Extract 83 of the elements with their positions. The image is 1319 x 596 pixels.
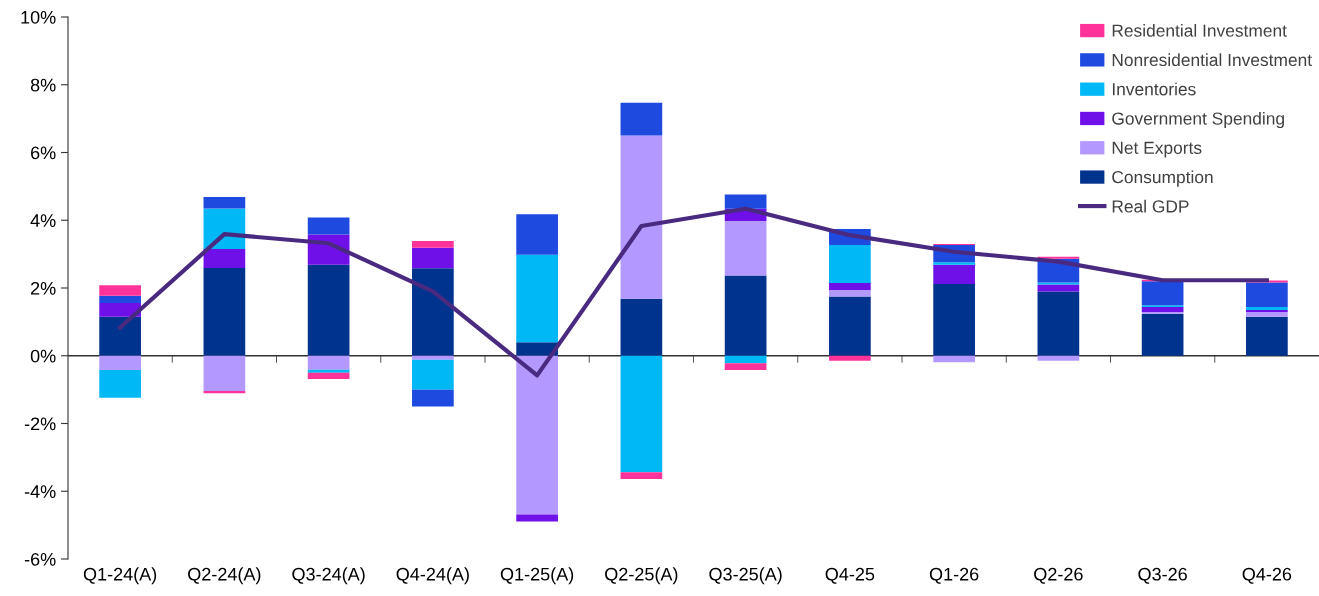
bar [307,372,350,380]
y-tick-label: -4% [24,485,56,498]
bar [1246,312,1288,317]
x-tick-label: Q2-24(A) [188,567,261,585]
bar [933,264,975,284]
bar [203,196,246,209]
bar [829,290,871,297]
bar [933,262,975,265]
bar [829,244,871,283]
x-tick-label: Q4-25 [825,567,875,584]
bar [412,359,454,390]
legend-label: Real GDP [1112,199,1189,213]
bar [620,472,663,480]
bar [203,268,246,356]
x-tick-label: Q2-26 [1034,567,1083,584]
bar [412,355,454,360]
bar [724,194,767,209]
legend-label: Net Exports [1112,141,1202,158]
bar [412,389,454,407]
bar [99,302,141,317]
bar [933,355,975,363]
x-tick-label: Q3-26 [1138,567,1187,584]
bar [99,369,141,398]
y-tick-label: 4% [30,214,56,227]
bar [307,369,350,373]
bar [412,247,454,269]
bar [724,355,767,364]
bar [412,240,454,248]
bar [307,355,350,370]
bar [829,355,871,361]
bar [516,355,558,515]
legend-label: Government Spending [1112,111,1284,129]
x-tick-label: Q3-25(A) [709,567,782,585]
bar [203,355,246,391]
bar [99,355,141,370]
x-tick-label: Q3-24(A) [292,567,365,585]
bar [829,282,871,291]
bar [724,220,767,276]
bar [99,285,141,296]
bar [1141,281,1184,306]
legend-label: Residential Investment [1112,24,1287,37]
bar [516,214,558,255]
bar [1246,316,1288,356]
bar [1037,282,1080,285]
bar [1246,310,1288,313]
bar [1141,313,1184,356]
x-tick-label: Q1-24(A) [83,567,157,585]
bar [724,275,767,356]
bar [933,283,975,356]
bar [829,296,871,356]
y-tick-label: 10% [21,10,56,24]
bar [412,268,454,356]
y-tick-label: 8% [30,78,56,92]
bar [99,295,141,303]
bar [516,254,558,343]
bar [307,217,350,235]
bar [99,316,141,356]
y-tick-label: 2% [31,281,56,295]
x-tick-label: Q2-25(A) [605,567,678,585]
y-tick-label: 6% [31,146,56,160]
x-tick-label: Q1-25(A) [500,567,574,585]
y-tick-label: 0% [30,349,56,363]
y-tick-label: -6% [24,552,56,566]
bar [620,355,663,473]
bar [1037,355,1080,361]
x-tick-label: Q1-26 [929,567,979,584]
x-tick-label: Q4-26 [1242,567,1292,584]
bar [307,264,350,356]
legend-label: Nonresidential Investment [1112,53,1312,67]
bar [620,135,663,299]
bar [1246,306,1288,311]
bar [516,342,558,356]
legend-label: Inventories [1112,82,1196,96]
bar [620,298,663,356]
bar [620,102,663,136]
bar [203,249,246,269]
y-tick-label: -2% [24,417,56,431]
bar [1246,282,1288,307]
x-tick-label: Q4-24(A) [396,567,469,585]
bar [1037,291,1080,356]
bar [724,363,767,370]
bar [1141,306,1184,313]
legend-label: Consumption [1112,170,1213,187]
